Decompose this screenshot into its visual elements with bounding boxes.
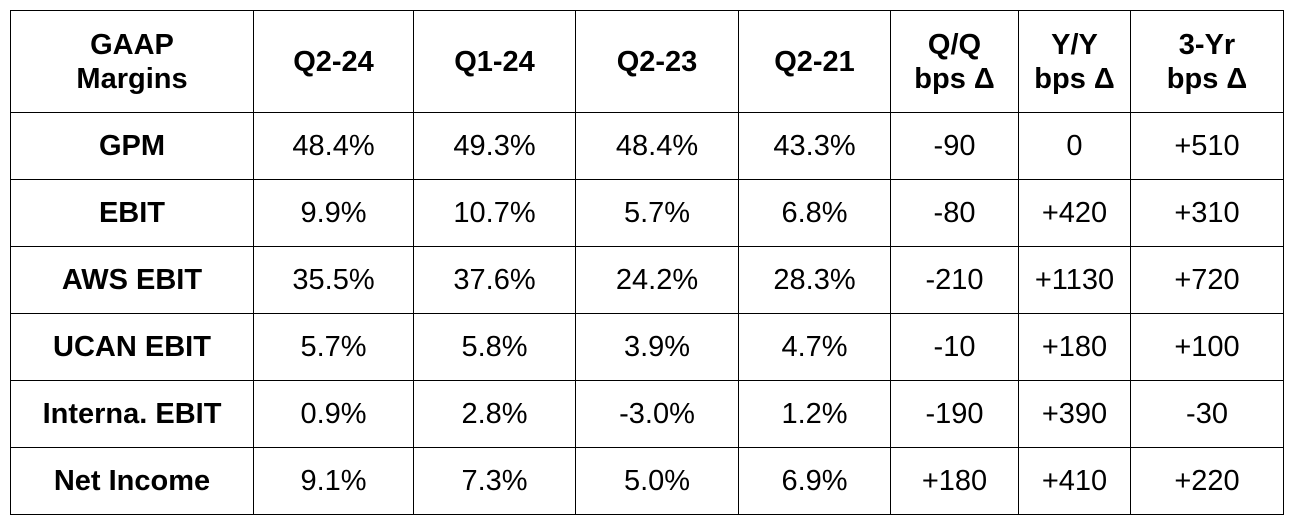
value-cell: 5.7%	[253, 313, 414, 381]
value-cell: +410	[1018, 447, 1131, 515]
value-cell: 48.4%	[575, 112, 739, 180]
value-cell: +220	[1130, 447, 1284, 515]
data-row: GPM 48.4% 49.3% 48.4% 43.3% -90 0 +510	[10, 112, 1284, 180]
value-cell: 43.3%	[738, 112, 891, 180]
row-label: AWS EBIT	[10, 246, 254, 314]
header-line: Margins	[76, 62, 188, 95]
row-label: EBIT	[10, 179, 254, 247]
value-cell: 9.1%	[253, 447, 414, 515]
data-row: Interna. EBIT 0.9% 2.8% -3.0% 1.2% -190 +390 -3…	[10, 380, 1284, 448]
header-line: bps Δ	[1166, 62, 1248, 95]
header-line: Y/Y	[1051, 28, 1098, 61]
value-cell: -190	[890, 380, 1019, 448]
header-line: bps Δ	[914, 62, 995, 95]
value-cell: 6.9%	[738, 447, 891, 515]
value-cell: 5.7%	[575, 179, 739, 247]
value-cell: 7.3%	[413, 447, 576, 515]
header-line: Q2-23	[616, 45, 698, 78]
header-line: Q1-24	[454, 45, 535, 78]
row-label: Interna. EBIT	[10, 380, 254, 448]
value-cell: -90	[890, 112, 1019, 180]
value-cell: 9.9%	[253, 179, 414, 247]
value-cell: -3.0%	[575, 380, 739, 448]
header-cell: GAAP Margins	[10, 10, 254, 113]
header-cell: Y/Y bps Δ	[1018, 10, 1131, 113]
value-cell: 4.7%	[738, 313, 891, 381]
header-cell: 3-Yr bps Δ	[1130, 10, 1284, 113]
data-row: Net Income 9.1% 7.3% 5.0% 6.9% +180 +410 +220	[10, 447, 1284, 515]
value-cell: +420	[1018, 179, 1131, 247]
value-cell: 28.3%	[738, 246, 891, 314]
header-line: Q2-24	[293, 45, 374, 78]
value-cell: 2.8%	[413, 380, 576, 448]
value-cell: +720	[1130, 246, 1284, 314]
value-cell: +510	[1130, 112, 1284, 180]
value-cell: 37.6%	[413, 246, 576, 314]
value-cell: 0.9%	[253, 380, 414, 448]
value-cell: 0	[1018, 112, 1131, 180]
value-cell: -10	[890, 313, 1019, 381]
value-cell: +310	[1130, 179, 1284, 247]
header-cell: Q1-24	[413, 10, 576, 113]
value-cell: +390	[1018, 380, 1131, 448]
value-cell: 5.8%	[413, 313, 576, 381]
header-line: Q2-21	[774, 45, 855, 78]
value-cell: -210	[890, 246, 1019, 314]
value-cell: +180	[1018, 313, 1131, 381]
data-row: EBIT 9.9% 10.7% 5.7% 6.8% -80 +420 +310	[10, 179, 1284, 247]
value-cell: -30	[1130, 380, 1284, 448]
value-cell: +1130	[1018, 246, 1131, 314]
value-cell: +180	[890, 447, 1019, 515]
header-line: 3-Yr	[1178, 28, 1236, 61]
value-cell: 6.8%	[738, 179, 891, 247]
data-row: AWS EBIT 35.5% 37.6% 24.2% 28.3% -210 +1130 +72…	[10, 246, 1284, 314]
header-line: Q/Q	[927, 28, 982, 61]
header-cell: Q/Q bps Δ	[890, 10, 1019, 113]
header-cell: Q2-21	[738, 10, 891, 113]
value-cell: 48.4%	[253, 112, 414, 180]
header-line: bps Δ	[1034, 62, 1115, 95]
header-cell: Q2-24	[253, 10, 414, 113]
value-cell: 49.3%	[413, 112, 576, 180]
value-cell: 3.9%	[575, 313, 739, 381]
data-row: UCAN EBIT 5.7% 5.8% 3.9% 4.7% -10 +180 +100	[10, 313, 1284, 381]
value-cell: 1.2%	[738, 380, 891, 448]
value-cell: 5.0%	[575, 447, 739, 515]
header-cell: Q2-23	[575, 10, 739, 113]
row-label: Net Income	[10, 447, 254, 515]
value-cell: +100	[1130, 313, 1284, 381]
value-cell: 35.5%	[253, 246, 414, 314]
value-cell: 24.2%	[575, 246, 739, 314]
row-label: UCAN EBIT	[10, 313, 254, 381]
header-line: GAAP	[90, 28, 174, 61]
row-label: GPM	[10, 112, 254, 180]
value-cell: -80	[890, 179, 1019, 247]
value-cell: 10.7%	[413, 179, 576, 247]
